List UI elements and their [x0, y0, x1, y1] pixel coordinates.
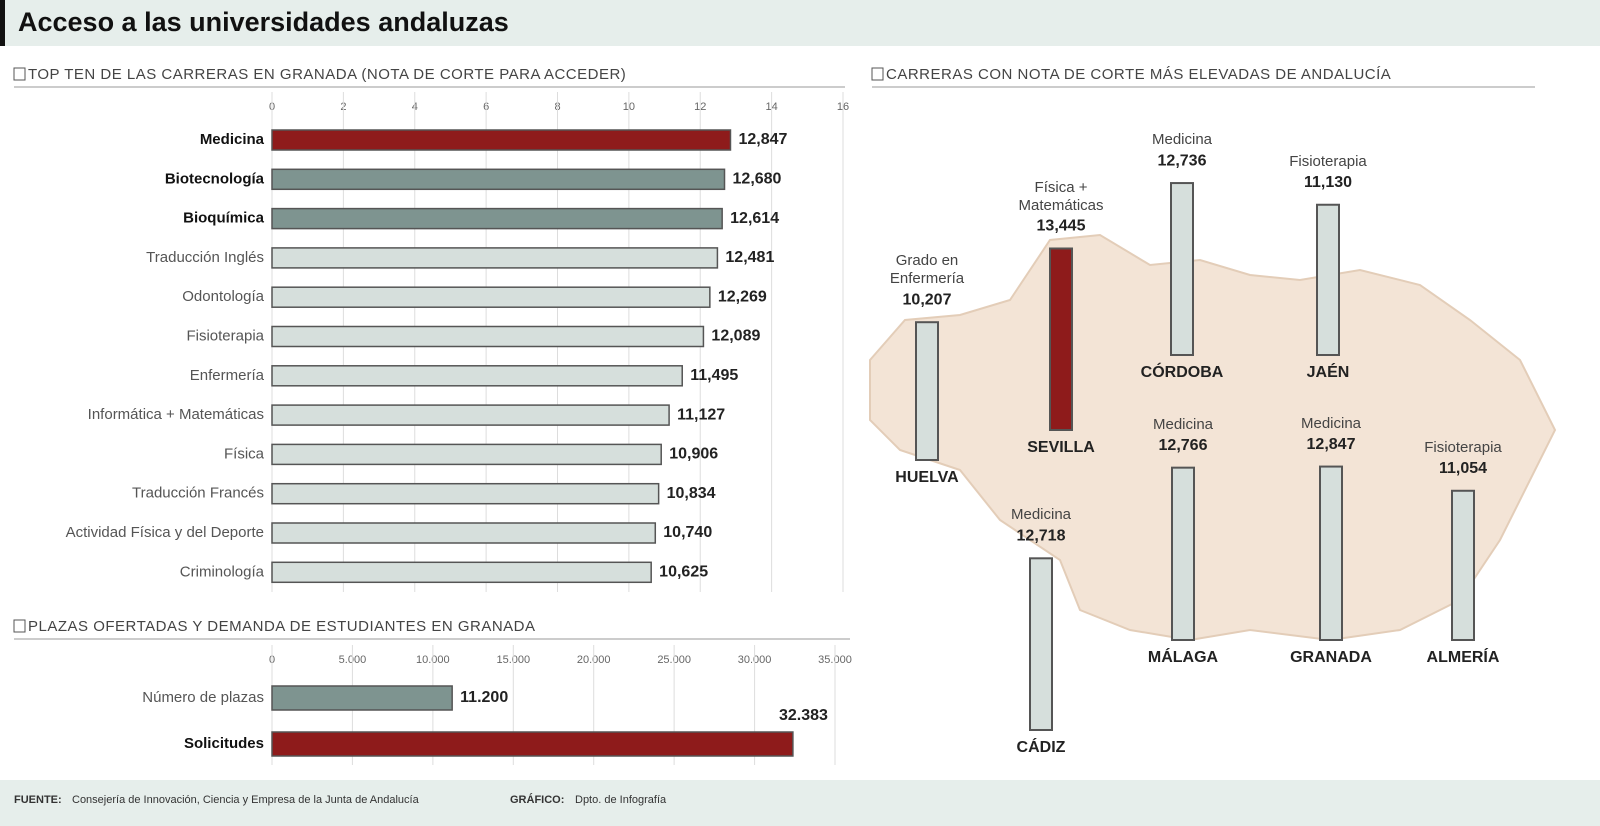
value-label: 11,127 [677, 406, 725, 423]
province-label: JAÉN [1307, 362, 1350, 381]
province-label: ALMERÍA [1427, 647, 1500, 666]
value-label: 11.200 [460, 689, 508, 706]
title-icon [13, 619, 26, 633]
province-label: CÁDIZ [1017, 737, 1066, 756]
value-label: 10,834 [667, 485, 716, 502]
value-label: 12,847 [738, 131, 787, 148]
y-tick-label: Criminología [180, 563, 265, 580]
value-label: 12,614 [730, 210, 779, 227]
province-label: GRANADA [1290, 649, 1372, 666]
source: Consejería de Innovación, Ciencia y Empr… [72, 794, 420, 806]
chart-title: TOP TEN DE LAS CARRERAS EN GRANADA (NOTA… [28, 66, 626, 83]
value-label: 12,481 [725, 249, 774, 266]
bar [271, 522, 657, 544]
y-tick-label: Medicina [200, 131, 265, 148]
y-tick-label: Número de plazas [142, 689, 264, 706]
bar [915, 321, 939, 461]
course-label: Medicina [1010, 506, 1072, 524]
value-label: 10,625 [659, 564, 708, 581]
y-tick-label: Odontología [182, 288, 264, 305]
value-label: 10,906 [669, 446, 718, 463]
bar [271, 247, 719, 269]
course-label: Medicina [1300, 414, 1362, 432]
y-tick-label: Física [224, 445, 265, 462]
value-label: 12,680 [733, 171, 782, 188]
page-title: Acceso a las universidades andaluzas [18, 7, 509, 37]
province-label: MÁLAGA [1148, 647, 1219, 666]
value-label: 12,847 [1307, 436, 1356, 453]
bar [271, 207, 723, 230]
title-icon [13, 67, 26, 81]
y-tick-label: Traducción Francés [132, 485, 264, 502]
value-label: 12,736 [1158, 152, 1207, 169]
chart-title: PLAZAS OFERTADAS Y DEMANDA DE ESTUDIANTE… [28, 618, 536, 635]
y-tick-label: Traducción Inglés [146, 249, 264, 266]
header-stripe [0, 0, 5, 46]
course-label: Medicina [1152, 415, 1214, 433]
y-tick-label: Informática + Matemáticas [88, 406, 264, 423]
value-label: 13,445 [1037, 218, 1086, 235]
bar [271, 404, 670, 426]
bar [271, 561, 652, 584]
bar [271, 443, 662, 466]
andalusia-map [869, 233, 1557, 642]
value-label: 32.383 [779, 707, 828, 724]
course-label: Física + Matemáticas [1018, 178, 1104, 214]
value-label: 10,740 [663, 524, 712, 541]
y-tick-label: Enfermería [190, 367, 265, 384]
y-tick-label: Biotecnología [165, 170, 265, 187]
title-icon [871, 67, 884, 81]
bar [1316, 203, 1340, 356]
value-label: 10,207 [903, 291, 952, 308]
bar [271, 168, 726, 191]
value-label: 12,269 [718, 288, 767, 305]
course-label: Fisioterapia [1424, 438, 1502, 456]
chart-title: CARRERAS CON NOTA DE CORTE MÁS ELEVADAS … [886, 66, 1391, 83]
graphic-label: GRÁFICO: [510, 793, 564, 806]
value-label: 12,766 [1159, 437, 1208, 454]
bar [1049, 247, 1073, 431]
value-label: 11,130 [1304, 174, 1352, 191]
bar [1319, 465, 1343, 641]
bar [271, 365, 683, 387]
graphic: Dpto. de Infografía [575, 794, 667, 806]
value-label: 12,089 [711, 328, 760, 345]
y-tick-label: Actividad Física y del Deporte [66, 524, 264, 541]
y-tick-label: Bioquímica [183, 210, 265, 227]
y-tick-label: Solicitudes [184, 735, 264, 752]
bar [1170, 182, 1194, 356]
province-label: HUELVA [895, 469, 959, 486]
course-label: Fisioterapia [1289, 152, 1367, 170]
course-label: Grado en Enfermería [889, 252, 965, 288]
province-label: SEVILLA [1027, 439, 1095, 456]
province-label: CÓRDOBA [1141, 362, 1224, 381]
bar [271, 731, 794, 757]
y-tick-label: Fisioterapia [186, 327, 264, 344]
bar [1029, 557, 1053, 731]
value-label: 11,054 [1439, 460, 1487, 477]
bar [271, 685, 453, 711]
footer-bg [0, 780, 1600, 826]
source-label: FUENTE: [14, 794, 62, 806]
course-label: Medicina [1151, 131, 1213, 149]
bar [271, 286, 711, 308]
bar [271, 482, 660, 505]
bar [1171, 466, 1195, 641]
bar [1451, 489, 1475, 641]
value-label: 11,495 [690, 367, 738, 384]
bar [271, 129, 732, 151]
value-label: 12,718 [1017, 528, 1066, 545]
bar [271, 325, 705, 348]
header-bg [0, 0, 1600, 46]
